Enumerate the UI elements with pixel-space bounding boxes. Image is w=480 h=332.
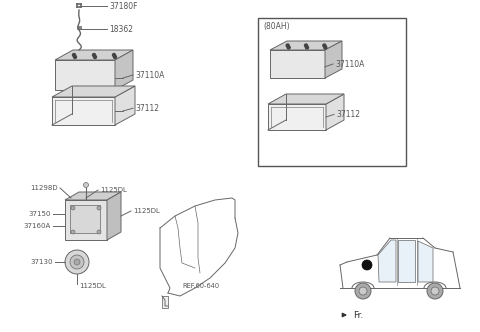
Text: 37112: 37112 — [135, 104, 159, 113]
Text: Fr.: Fr. — [353, 310, 363, 319]
Circle shape — [74, 259, 80, 265]
Polygon shape — [65, 192, 121, 200]
Text: (80AH): (80AH) — [263, 22, 289, 31]
Circle shape — [112, 53, 116, 56]
Circle shape — [362, 260, 372, 270]
Circle shape — [70, 255, 84, 269]
Polygon shape — [107, 192, 121, 240]
Circle shape — [286, 44, 289, 47]
Circle shape — [65, 250, 89, 274]
Polygon shape — [270, 50, 325, 78]
Circle shape — [355, 283, 371, 299]
Text: 37180F: 37180F — [109, 2, 137, 11]
Polygon shape — [268, 104, 326, 130]
Circle shape — [113, 55, 117, 58]
Text: 1125DL: 1125DL — [79, 283, 106, 289]
Circle shape — [84, 183, 88, 188]
Text: 1125DL: 1125DL — [133, 208, 160, 214]
Text: 37150: 37150 — [29, 211, 51, 217]
Bar — [258, 18, 406, 166]
Circle shape — [431, 287, 439, 295]
Polygon shape — [418, 241, 433, 282]
Circle shape — [72, 53, 75, 56]
Text: 18362: 18362 — [108, 25, 132, 34]
Polygon shape — [378, 240, 396, 282]
Polygon shape — [115, 50, 133, 90]
Polygon shape — [52, 97, 115, 125]
Polygon shape — [268, 94, 344, 104]
Polygon shape — [55, 50, 133, 60]
Text: 37112: 37112 — [336, 110, 360, 119]
Circle shape — [97, 230, 101, 234]
Bar — [70, 205, 100, 233]
Circle shape — [324, 46, 327, 49]
Text: REF.60-640: REF.60-640 — [182, 283, 219, 289]
Polygon shape — [270, 41, 342, 50]
Circle shape — [359, 287, 367, 295]
Polygon shape — [398, 240, 415, 282]
Circle shape — [94, 55, 96, 58]
Circle shape — [287, 46, 290, 49]
Bar — [162, 296, 168, 308]
Polygon shape — [55, 60, 115, 90]
Polygon shape — [326, 94, 344, 130]
Text: 37110A: 37110A — [335, 59, 364, 68]
Text: 37130: 37130 — [31, 259, 53, 265]
Circle shape — [304, 44, 308, 47]
Polygon shape — [115, 86, 135, 125]
Polygon shape — [52, 86, 135, 97]
Circle shape — [427, 283, 443, 299]
Circle shape — [97, 206, 101, 210]
Bar — [77, 27, 81, 30]
Circle shape — [71, 206, 75, 210]
Text: 37160A: 37160A — [24, 223, 51, 229]
Circle shape — [93, 53, 96, 56]
Text: 37110A: 37110A — [135, 70, 164, 79]
Polygon shape — [325, 41, 342, 78]
Text: 11298D: 11298D — [30, 185, 58, 191]
Text: 1125DL: 1125DL — [100, 187, 127, 193]
Circle shape — [73, 55, 76, 58]
Circle shape — [323, 44, 326, 47]
Circle shape — [71, 230, 75, 234]
Circle shape — [305, 46, 309, 49]
Polygon shape — [65, 200, 107, 240]
